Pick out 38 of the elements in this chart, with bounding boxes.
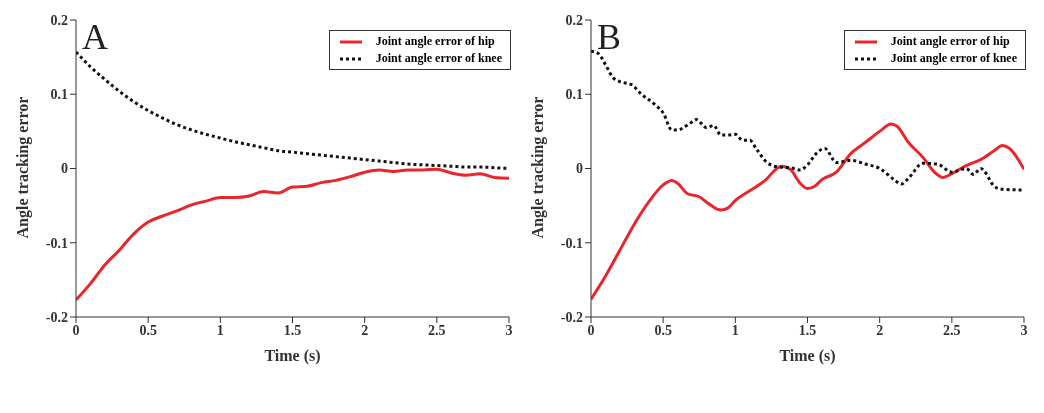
y-axis-title: Angle tracking error: [528, 96, 547, 239]
legend-label: Joint angle error of hip: [375, 33, 495, 50]
y-tick-label: -0.1: [560, 235, 583, 251]
x-tick-label: 1.5: [283, 322, 302, 338]
line-series: [76, 50, 509, 170]
legend-label: Joint angle error of knee: [375, 50, 502, 67]
y-tick-label: 0.1: [50, 87, 68, 103]
line-series: [591, 122, 1024, 301]
y-tick-label: 0: [61, 161, 68, 177]
x-tick-label: 1.5: [798, 322, 817, 338]
y-tick-label: 0.2: [50, 12, 68, 28]
y-tick-label: -0.2: [560, 309, 583, 325]
x-tick-label: 0: [587, 322, 595, 338]
x-tick-label: 0.5: [139, 322, 157, 338]
x-tick-label: 2.5: [943, 322, 961, 338]
legend-label: Joint angle error of knee: [890, 50, 1017, 67]
x-axis-title: Time (s): [779, 347, 836, 365]
y-tick-label: 0.2: [565, 12, 583, 28]
x-tick-label: 2.5: [428, 322, 446, 338]
annotation: B: [597, 16, 622, 58]
x-tick-label: 1: [731, 322, 739, 338]
y-tick-label: 0: [576, 161, 583, 177]
x-axis-title: Time (s): [264, 347, 321, 365]
y-tick-label: -0.1: [45, 235, 68, 251]
y-tick-label: 0.1: [565, 87, 583, 103]
annotation: A: [82, 16, 108, 58]
x-tick-label: 3: [505, 322, 513, 338]
x-tick-label: 0: [72, 322, 80, 338]
x-tick-label: 2: [361, 322, 369, 338]
line-series: [76, 167, 509, 302]
y-tick-label: -0.2: [45, 309, 68, 325]
x-tick-label: 3: [1020, 322, 1028, 338]
y-axis-title: Angle tracking error: [13, 96, 32, 239]
x-tick-label: 1: [216, 322, 224, 338]
line-series: [591, 49, 1024, 192]
x-tick-label: 2: [876, 322, 884, 338]
x-tick-label: 0.5: [654, 322, 672, 338]
legend-label: Joint angle error of hip: [890, 33, 1010, 50]
